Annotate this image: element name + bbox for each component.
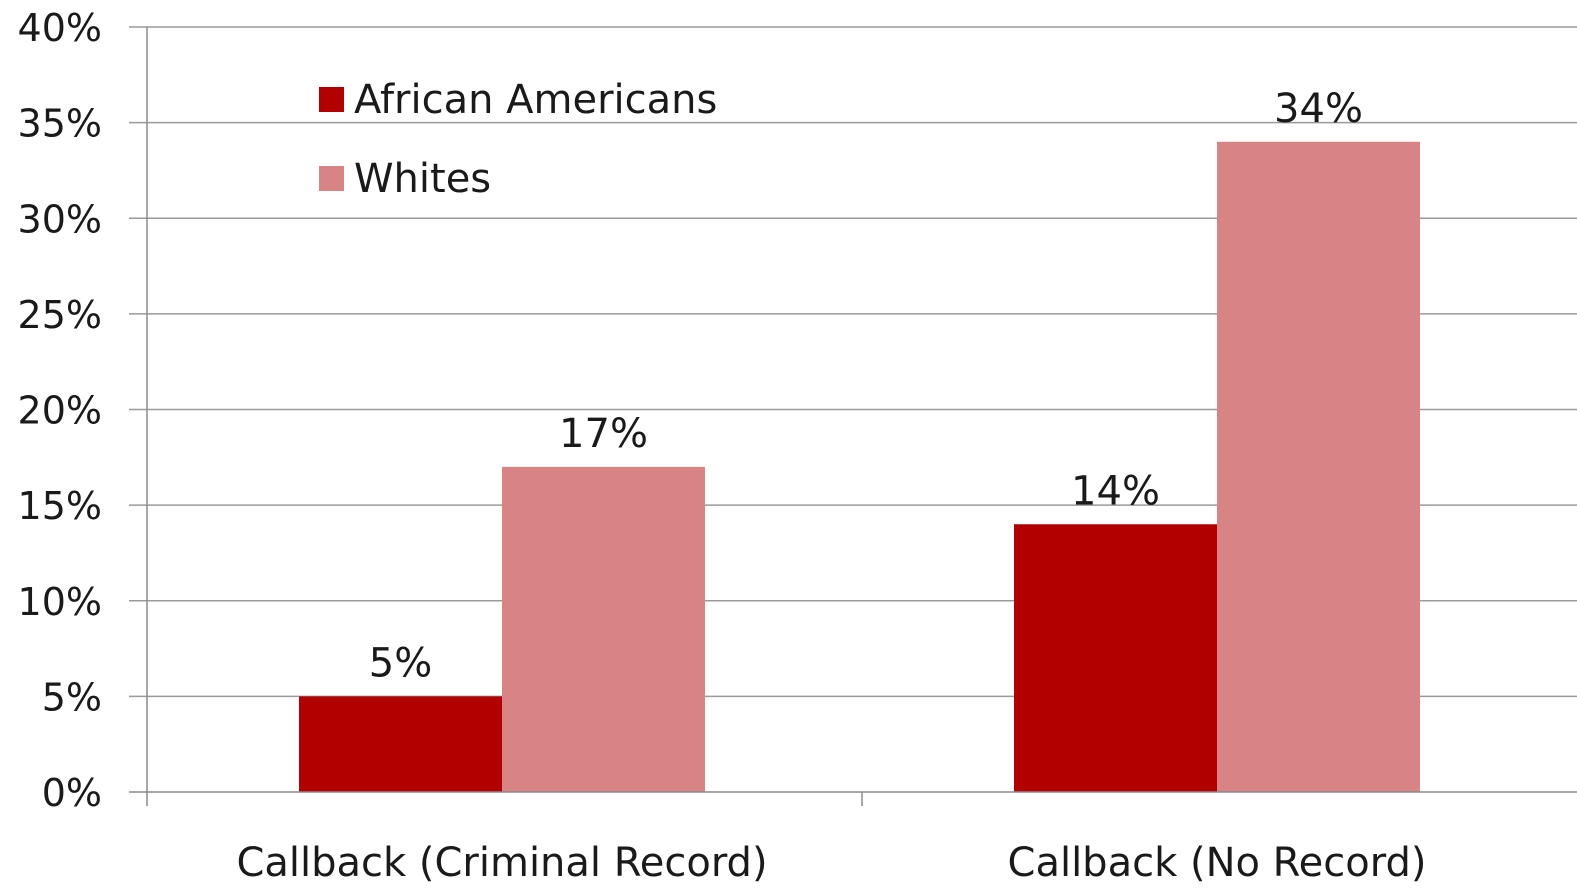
legend: African Americans Whites — [319, 77, 717, 202]
bar — [299, 696, 502, 792]
x-category-label: Callback (Criminal Record) — [236, 840, 767, 886]
y-tick-label: 40% — [18, 6, 102, 50]
y-tick-label: 0% — [42, 771, 102, 815]
y-tick-label: 15% — [18, 484, 102, 528]
data-label: 34% — [1274, 86, 1363, 132]
data-labels: 5% 17% 14% 34% — [369, 86, 1363, 687]
y-axis-tick-labels: 0% 5% 10% 15% 20% 25% 30% 35% 40% — [18, 6, 102, 815]
y-tick-label: 5% — [42, 675, 102, 719]
data-label: 14% — [1071, 468, 1160, 514]
x-category-label: Callback (No Record) — [1008, 840, 1427, 886]
y-tick-label: 30% — [18, 197, 102, 241]
bars — [299, 141, 1420, 792]
data-label: 17% — [559, 411, 648, 457]
bar — [502, 466, 705, 792]
gridlines — [129, 26, 1577, 698]
legend-label: Whites — [354, 156, 491, 202]
y-tick-label: 20% — [18, 389, 102, 433]
legend-swatch — [319, 87, 344, 112]
legend-label: African Americans — [354, 77, 717, 123]
y-tick-label: 25% — [18, 293, 102, 337]
x-axis-category-labels: Callback (Criminal Record) Callback (No R… — [236, 840, 1426, 886]
axes — [129, 27, 1577, 806]
bar — [1014, 524, 1217, 792]
y-tick-label: 10% — [18, 580, 102, 624]
legend-swatch — [319, 166, 344, 191]
y-tick-label: 35% — [18, 102, 102, 146]
bar — [1217, 141, 1420, 792]
data-label: 5% — [369, 640, 432, 686]
